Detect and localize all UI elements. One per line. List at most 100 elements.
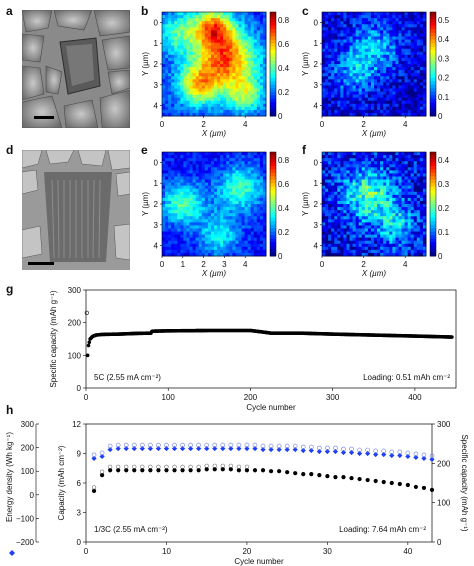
h-blue-point xyxy=(155,445,162,452)
map-c-cbtick: 0.3 xyxy=(438,54,450,63)
h-energy-marker xyxy=(9,550,15,556)
h-blue-open-point xyxy=(349,446,354,452)
h-xlabel: Cycle number xyxy=(234,557,284,566)
h-blue-open-point xyxy=(300,444,306,450)
map-b-xtick: 4 xyxy=(243,120,248,129)
h-blue-point xyxy=(413,454,419,461)
h-blue-point xyxy=(260,446,266,453)
h-black-point xyxy=(188,468,193,473)
h-energy-tick: 0 xyxy=(30,491,35,500)
h-xtick: 40 xyxy=(403,547,412,556)
h-black-point xyxy=(108,468,113,473)
h-blue-open-point xyxy=(252,442,258,448)
h-blue-open-point xyxy=(148,442,153,448)
h-blue-open-point xyxy=(429,453,435,459)
h-black-point xyxy=(260,468,266,473)
h-black-point xyxy=(268,469,274,474)
h-black-point xyxy=(91,488,97,493)
g-point xyxy=(85,353,90,358)
h-black-open-point xyxy=(212,463,217,468)
map-e-cbtick: 0.6 xyxy=(278,180,290,189)
h-black-open-point xyxy=(132,464,137,469)
h-black-point xyxy=(164,468,169,473)
h-blue-point xyxy=(196,445,202,452)
map-c-cbtick: 0.5 xyxy=(438,16,450,25)
h-blue-point xyxy=(389,452,395,459)
panel-letter-g: g xyxy=(6,282,14,296)
h-blue-point xyxy=(91,455,97,462)
h-blue-open-point xyxy=(317,445,322,451)
h-blue-point xyxy=(179,445,186,452)
map-c-cbtick: 0.2 xyxy=(438,74,450,83)
h-black-point xyxy=(301,472,306,477)
h-black-open-point xyxy=(180,464,185,469)
g-point xyxy=(86,343,91,348)
g-point xyxy=(87,340,92,345)
map-c-ytick: 3 xyxy=(314,81,319,90)
h-blue-point xyxy=(332,448,339,455)
map-b-cbtick: 0.8 xyxy=(278,16,290,25)
h-blue-point xyxy=(204,445,210,452)
panel-letter-e: e xyxy=(141,143,148,157)
h-blue-point xyxy=(316,448,322,455)
h-black-point xyxy=(365,477,370,483)
h-black-point xyxy=(172,468,177,473)
g-frame xyxy=(85,289,457,389)
h-black-open-point xyxy=(99,469,105,474)
h-blue-point xyxy=(131,445,137,452)
map-c-cbtick: 0 xyxy=(438,112,443,121)
panel-letter-b: b xyxy=(141,4,149,18)
h-blue-point xyxy=(220,445,226,452)
map-e-cbtick: 0.8 xyxy=(278,156,290,165)
h-black-open-point xyxy=(188,464,193,469)
map-c-xtick: 4 xyxy=(403,120,408,129)
map-f-xtick: 4 xyxy=(403,260,408,269)
map-c-xtick: 2 xyxy=(361,120,366,129)
g-xtick: 0 xyxy=(84,393,89,402)
h-blue-point xyxy=(292,446,298,453)
map-b-cbtick: 0.6 xyxy=(278,40,290,49)
h-blue-open-point xyxy=(115,442,121,448)
h-black-point xyxy=(293,471,298,476)
h-black-point xyxy=(244,468,250,473)
map-e-xtick: 3 xyxy=(222,260,227,269)
h-blue-open-point xyxy=(107,443,113,449)
h-blue-point xyxy=(171,445,178,452)
map-e-xtick: 2 xyxy=(201,260,206,269)
h-blue-open-point xyxy=(276,443,282,449)
map-f-xtick: 0 xyxy=(320,260,325,269)
h-black-open-point xyxy=(91,485,97,490)
h-blue-open-point xyxy=(204,442,209,448)
g-ytick: 200 xyxy=(68,319,82,328)
map-b-cbtick: 0.2 xyxy=(278,88,290,97)
h-xtick: 30 xyxy=(323,547,332,556)
h-black-point xyxy=(236,468,241,473)
h-black-open-point xyxy=(172,464,177,469)
h-blue-open-point xyxy=(220,442,226,448)
h-xtick: 10 xyxy=(162,547,171,556)
h-xtick: 0 xyxy=(84,547,89,556)
h-blue-point xyxy=(381,451,387,458)
h-ylabel-energy: Energy density (Wh kg⁻¹) xyxy=(5,432,14,522)
h-black-point xyxy=(429,487,435,492)
map-b-ylabel: Y (µm) xyxy=(141,52,150,76)
h-blue-open-point xyxy=(131,442,137,448)
map-c-ytick: 1 xyxy=(314,39,319,48)
panel-letter-a: a xyxy=(6,4,13,18)
h-black-point xyxy=(204,467,209,472)
map-e-xtick: 0 xyxy=(160,260,165,269)
map-c-cbtick: 0.1 xyxy=(438,93,450,102)
g-annotation-rate: 5C (2.55 mA cm⁻²) xyxy=(94,373,161,382)
h-black-point xyxy=(124,468,129,473)
h-black-point xyxy=(99,473,105,478)
h-specific-tick: 200 xyxy=(437,459,451,468)
chart-g: 0 100 200 300 0 100 200 300 400 Cycle number Speci… xyxy=(49,286,457,412)
h-xtick: 20 xyxy=(242,547,251,556)
h-blue-open-point xyxy=(188,442,193,448)
g-xtick: 400 xyxy=(408,393,422,402)
map-f-cbtick: 0.3 xyxy=(438,180,450,189)
h-blue-open-point xyxy=(164,442,169,448)
h-annotation-loading: Loading: 7.64 mAh cm⁻² xyxy=(339,525,426,534)
